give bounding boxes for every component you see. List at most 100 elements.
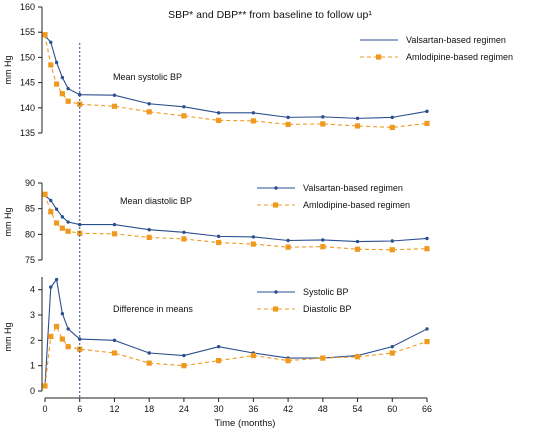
data-point [321,115,325,119]
data-point [77,230,83,236]
data-point [147,351,151,355]
panel-annotation: Mean systolic BP [113,72,182,82]
data-point [181,236,187,242]
data-point [354,246,361,252]
data-point [250,352,256,359]
data-point [285,358,291,364]
data-point [320,244,326,250]
data-point [424,339,430,345]
data-point [53,323,60,329]
legend-label: Diastolic BP [303,304,352,314]
legend-label: Valsartan-based regimen [406,35,506,45]
data-point [112,222,117,227]
data-point [216,234,221,239]
data-point [147,228,151,232]
data-point [77,346,83,352]
data-point [49,198,53,203]
data-point [389,124,395,131]
data-point [354,354,361,360]
data-point [48,333,54,340]
data-point [182,105,186,109]
y-axis-label: mm Hg [3,56,13,85]
data-point [355,116,360,121]
data-point [66,220,70,224]
data-point [285,244,291,250]
data-point [354,123,361,129]
x-axis-label: Time (months) [215,418,276,429]
chart-title: SBP* and DBP** from baseline to follow u… [168,9,372,21]
data-point [389,350,395,356]
y-tick-label: 135 [20,128,35,138]
x-tick-label: 54 [353,404,363,414]
series-line [44,278,428,386]
panel-annotation: Mean diastolic BP [120,196,192,206]
legend-marker [274,186,278,190]
x-tick-label: 66 [422,404,432,414]
data-point [54,277,59,282]
data-point [182,353,186,358]
data-point [425,109,429,114]
y-tick-label: 140 [20,103,35,113]
data-point [390,115,394,120]
data-point [182,230,186,234]
legend-marker [273,306,279,312]
data-point [424,120,430,127]
data-point [390,344,394,349]
data-point [66,327,70,331]
data-point [424,246,430,252]
data-point [78,92,82,97]
data-point [53,220,60,226]
data-point [111,350,118,356]
x-tick-label: 60 [387,404,397,414]
legend-label: Valsartan-based regimen [303,183,403,193]
series-line [44,194,428,251]
data-point [42,191,48,197]
data-point [251,235,256,239]
data-point [65,228,71,234]
series-line [44,194,428,243]
legend-label: Amlodipine-based regimen [406,52,513,62]
data-point [216,358,222,364]
y-axis-label: mm Hg [3,323,13,352]
data-point [425,236,429,241]
data-point [251,111,256,115]
y-tick-label: 75 [25,255,35,265]
data-point [54,60,59,65]
legend-layer: Valsartan-based regimen Amlodipine-based … [257,35,513,314]
data-point [54,207,59,211]
x-tick-label: 30 [214,404,224,414]
data-point [286,115,290,120]
data-point [146,109,152,115]
series-line [44,325,428,386]
x-tick-label: 24 [179,404,189,414]
data-point [66,86,70,91]
data-point [146,234,152,241]
legend-label: Systolic BP [303,287,349,297]
data-point [112,93,117,97]
y-tick-label: 160 [20,2,35,12]
y-tick-label: 85 [25,204,35,214]
data-point [250,118,256,124]
x-tick-label: 42 [283,404,293,414]
data-point [147,102,151,106]
data-point [48,209,54,215]
x-tick-label: 0 [42,404,47,414]
y-tick-label: 90 [25,178,35,188]
data-point [65,344,71,350]
data-point [286,238,290,243]
data-point [216,111,221,115]
y-tick-label: 80 [25,229,35,239]
data-point [321,238,325,242]
legend-marker [274,290,278,294]
data-point [60,75,65,80]
x-tick-label: 12 [109,404,119,414]
x-tick-label: 48 [318,404,328,414]
data-point [49,285,53,289]
y-axis-label: mm Hg [3,208,13,237]
y-tick-label: 2 [30,335,35,345]
data-point [355,239,360,244]
series-layer [42,32,430,389]
data-point [59,225,65,231]
data-point [49,40,53,44]
